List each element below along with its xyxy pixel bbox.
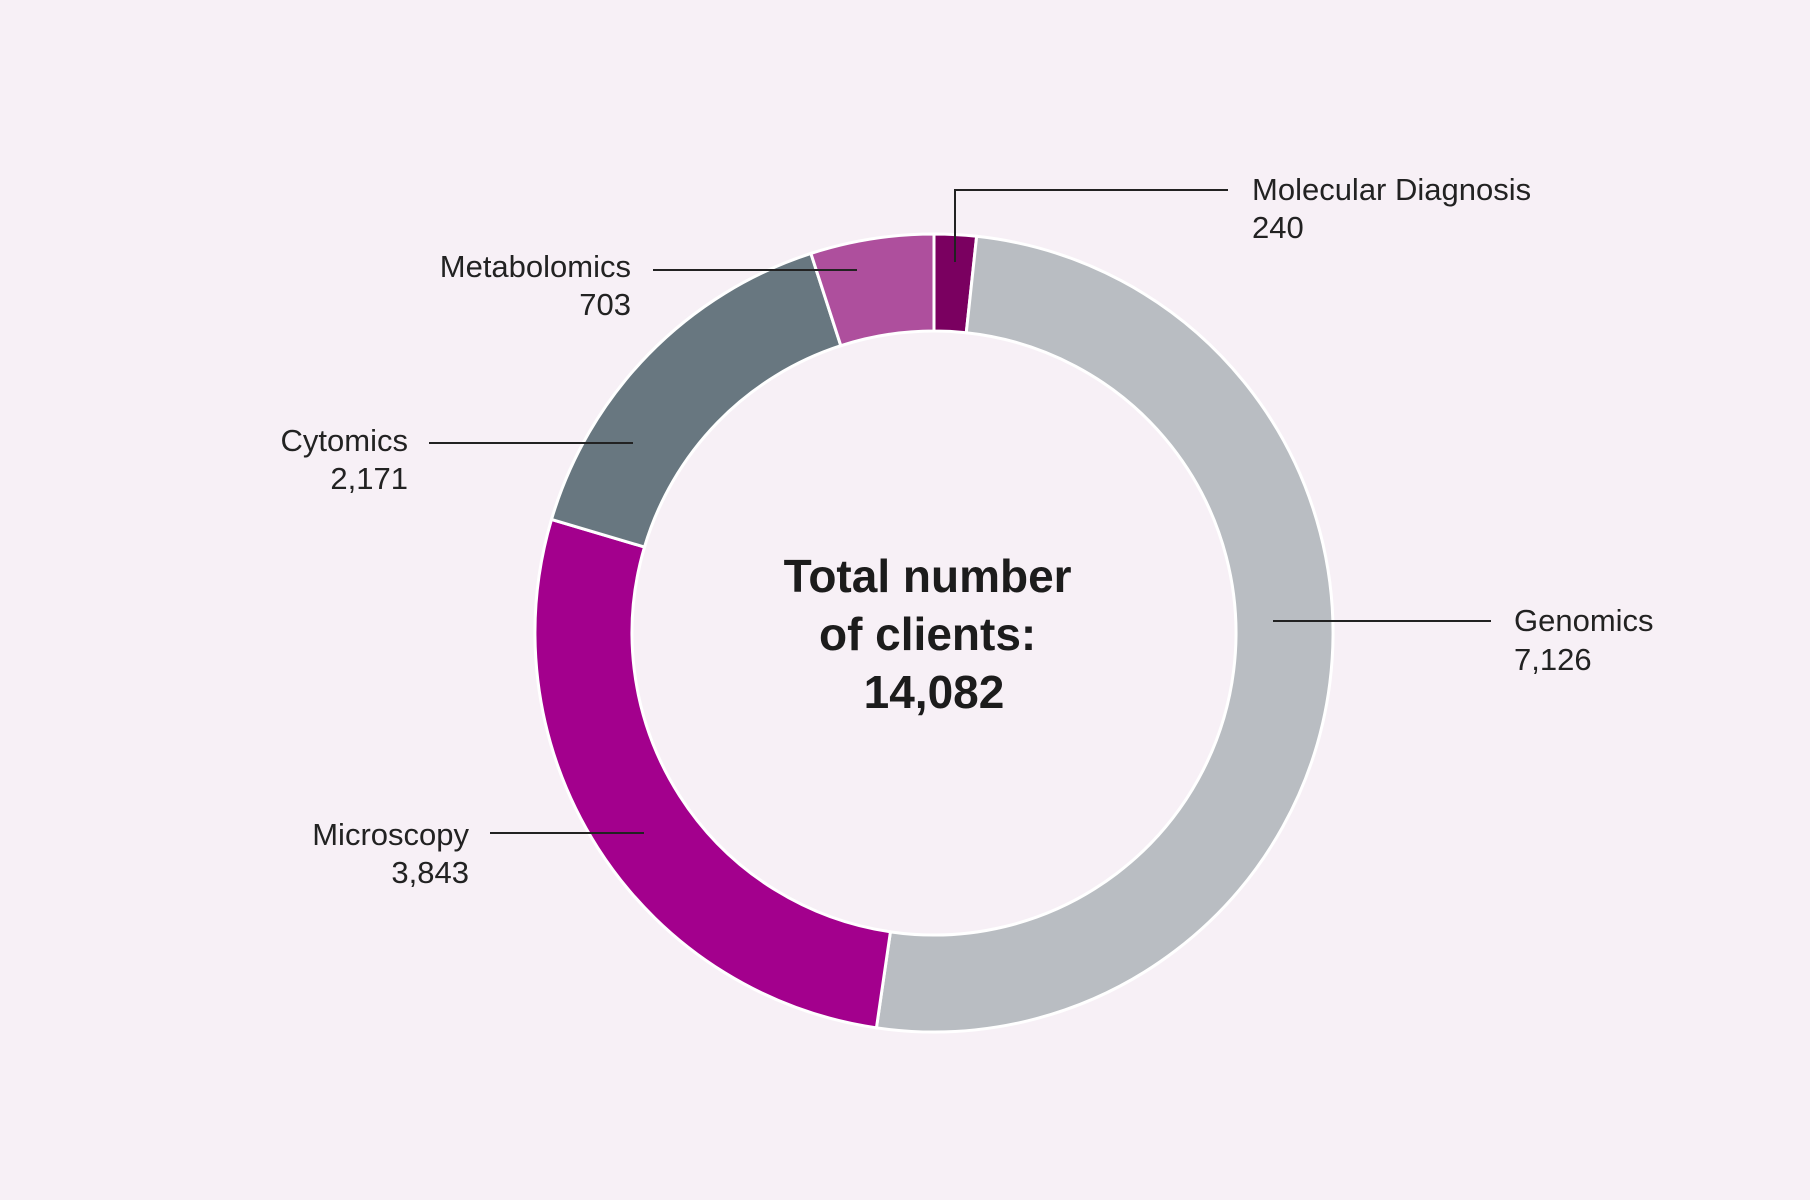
center-title: Total number of clients: 14,082 <box>784 550 1085 718</box>
slice-microscopy <box>533 517 893 1030</box>
center-title-line-1: Total number <box>784 550 1072 602</box>
slice-label-microscopy: Microscopy <box>312 817 469 852</box>
slice-value-metabolomics: 703 <box>579 287 631 322</box>
slice-value-genomics: 7,126 <box>1514 642 1592 677</box>
slice-value-cytomics: 2,171 <box>330 461 408 496</box>
center-title-line-2: of clients: <box>819 608 1036 660</box>
leader-lines-group <box>429 189 1491 834</box>
slices-group <box>533 232 1335 1034</box>
slice-genomics <box>874 234 1335 1034</box>
slice-metabolomics <box>809 232 936 348</box>
leader-line-molecular-diagnosis <box>954 189 1228 262</box>
slice-label-cytomics: Cytomics <box>281 423 408 458</box>
slice-label-genomics: Genomics <box>1514 603 1654 638</box>
slice-value-microscopy: 3,843 <box>391 855 469 890</box>
center-total-value: 14,082 <box>864 666 1005 718</box>
slice-label-molecular-diagnosis: Molecular Diagnosis <box>1252 172 1531 207</box>
slice-label-metabolomics: Metabolomics <box>440 249 631 284</box>
slice-value-molecular-diagnosis: 240 <box>1252 210 1304 245</box>
